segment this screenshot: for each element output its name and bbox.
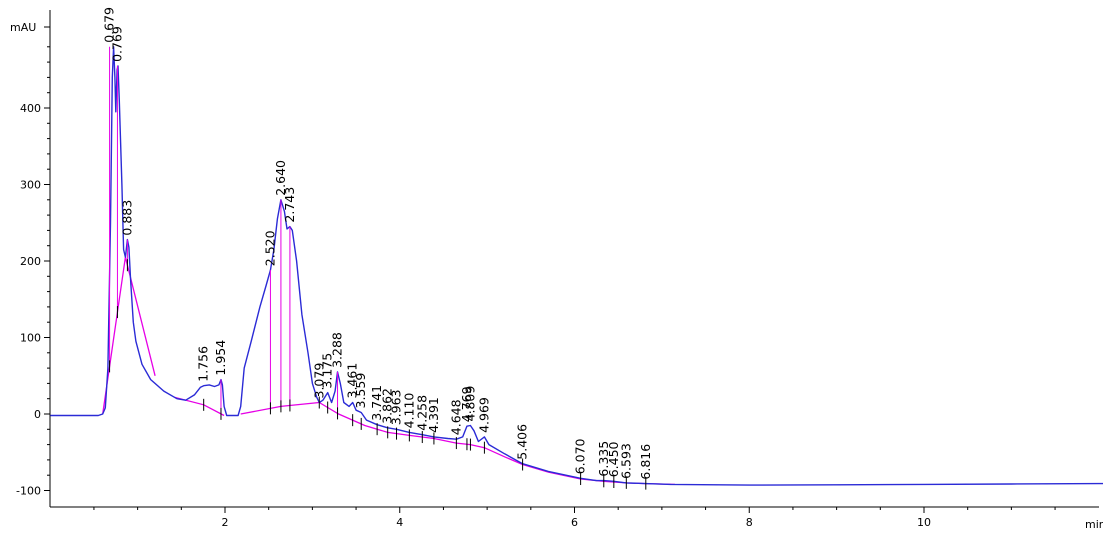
peak-label: 5.406 (515, 424, 530, 460)
y-tick-label: -100 (16, 485, 41, 498)
y-tick-label: 200 (20, 255, 41, 268)
signal-trace (50, 46, 1103, 486)
peak-label: 2.640 (273, 160, 288, 196)
peak-label: 3.461 (345, 363, 360, 399)
peak-label: 3.288 (330, 332, 345, 368)
y-tick-label: 100 (20, 332, 41, 345)
peak-label: 6.335 (596, 441, 611, 477)
peak-label: 4.648 (448, 399, 463, 435)
y-tick-label: 400 (20, 102, 41, 115)
peak-label: 2.743 (282, 187, 297, 223)
peak-label: 0.883 (119, 200, 134, 236)
peak-label: 1.954 (213, 340, 228, 376)
axes: -100 0 100 200 300 400 2 4 6 8 10 (16, 10, 1099, 529)
x-tick-label: 8 (746, 516, 753, 529)
peak-label: 0.769 (109, 26, 124, 62)
peak-label: 3.862 (380, 388, 395, 424)
x-tick-label: 6 (571, 516, 578, 529)
signal-line (50, 46, 1103, 486)
peak-label: 4.969 (476, 397, 491, 433)
baseline-segment (240, 401, 320, 415)
peak-label: 1.756 (196, 346, 211, 382)
peak-label: 3.741 (369, 385, 384, 421)
peak-label: 0.679 (102, 7, 117, 43)
peak-label: 3.079 (311, 363, 326, 399)
peak-label: 3.963 (389, 390, 404, 426)
peak-label: 4.391 (426, 397, 441, 433)
peak-label: 4.769 (459, 386, 474, 422)
peak-label: 6.450 (606, 441, 621, 477)
peak-label: 6.816 (638, 444, 653, 480)
peak-label: 4.110 (401, 393, 416, 429)
peak-label: 4.258 (414, 395, 429, 431)
peak-label: 3.175 (320, 353, 335, 389)
peak-label: 2.520 (262, 230, 277, 266)
y-tick-label: 300 (20, 179, 41, 192)
x-tick-label: 10 (917, 516, 931, 529)
integration-baselines (102, 257, 676, 486)
y-axis-unit-label: mAU (10, 21, 36, 34)
peak-label: 4.809 (462, 386, 477, 422)
baseline-segment (102, 257, 156, 415)
peak-label: 6.593 (618, 443, 633, 479)
peak-label: 3.559 (353, 373, 368, 409)
y-tick-label: 0 (34, 408, 41, 421)
x-axis-unit-label: min (1085, 518, 1103, 531)
peak-label: 6.070 (573, 438, 588, 474)
x-tick-label: 2 (222, 516, 229, 529)
x-tick-label: 4 (396, 516, 403, 529)
